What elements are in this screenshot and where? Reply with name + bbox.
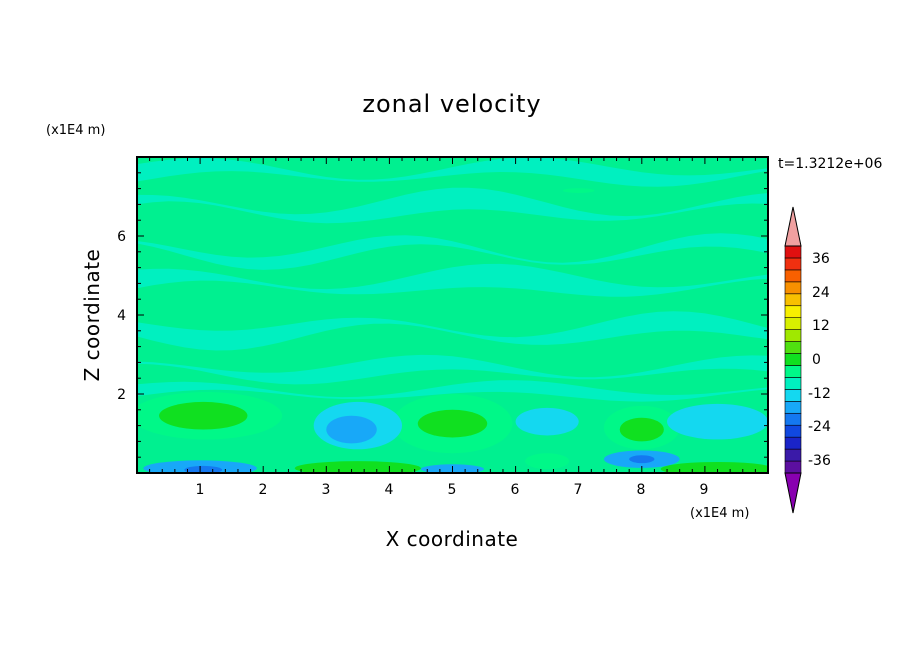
colorbar-over-arrow [785,207,801,246]
x-tick-label-1: 1 [196,482,205,498]
colorbar: 36 24 12 0 -12 -24 -36 [785,207,831,513]
contour-blob-11 [516,408,579,436]
x-axis: 1 2 3 4 5 6 7 8 9 (x1E4 m) X coordinate [196,482,750,551]
colorbar-tick-minus-24: -24 [808,419,831,435]
x-tick-label-4: 4 [385,482,394,498]
colorbar-box-17 [785,258,801,270]
colorbar-box-7 [785,377,801,389]
colorbar-box-9 [785,354,801,366]
x-tick-label-3: 3 [322,482,331,498]
colorbar-box-8 [785,365,801,377]
colorbar-box-14 [785,294,801,306]
colorbar-box-15 [785,282,801,294]
colorbar-box-4 [785,413,801,425]
y-axis: 2 4 6 Z coordinate [80,229,126,403]
plot-area [131,157,775,476]
y-unit-label: (x1E4 m) [46,123,105,138]
colorbar-box-18 [785,246,801,258]
x-tick-label-2: 2 [259,482,268,498]
colorbar-box-6 [785,389,801,401]
x-axis-title: X coordinate [386,527,519,551]
colorbar-tick-minus-36: -36 [808,453,831,469]
x-tick-label-6: 6 [511,482,520,498]
x-tick-label-9: 9 [700,482,709,498]
contour-blob-14 [629,455,654,463]
colorbar-box-2 [785,437,801,449]
colorbar-under-arrow [785,473,801,513]
colorbar-box-1 [785,449,801,461]
colorbar-tick-0: 0 [812,352,821,368]
colorbar-box-0 [785,461,801,473]
y-tick-label-6: 6 [117,229,126,245]
y-tick-label-2: 2 [117,387,126,403]
colorbar-box-10 [785,342,801,354]
colorbar-box-3 [785,425,801,437]
colorbar-box-12 [785,318,801,330]
colorbar-box-5 [785,401,801,413]
colorbar-box-16 [785,270,801,282]
x-tick-label-5: 5 [448,482,457,498]
colorbar-tick-36: 36 [812,251,830,267]
x-unit-label: (x1E4 m) [690,506,749,521]
contour-blob-8 [632,427,651,436]
y-axis-title: Z coordinate [80,249,104,382]
contour-blob-21 [525,453,569,469]
colorbar-tick-12: 12 [812,318,830,334]
x-tick-label-7: 7 [574,482,583,498]
colorbar-box-13 [785,306,801,318]
contour-blob-12 [667,404,768,440]
time-label: t=1.3212e+06 [778,156,882,172]
x-tick-label-8: 8 [637,482,646,498]
contour-blob-0 [563,188,595,193]
contour-blob-5 [418,410,487,438]
contour-blob-10 [326,416,376,444]
contour-blob-3 [181,409,225,423]
colorbar-boxes [785,246,801,473]
colorbar-box-11 [785,330,801,342]
colorbar-tick-24: 24 [812,285,830,301]
y-tick-label-4: 4 [117,308,126,324]
colorbar-tick-minus-12: -12 [808,386,831,402]
chart-title: zonal velocity [362,90,541,118]
